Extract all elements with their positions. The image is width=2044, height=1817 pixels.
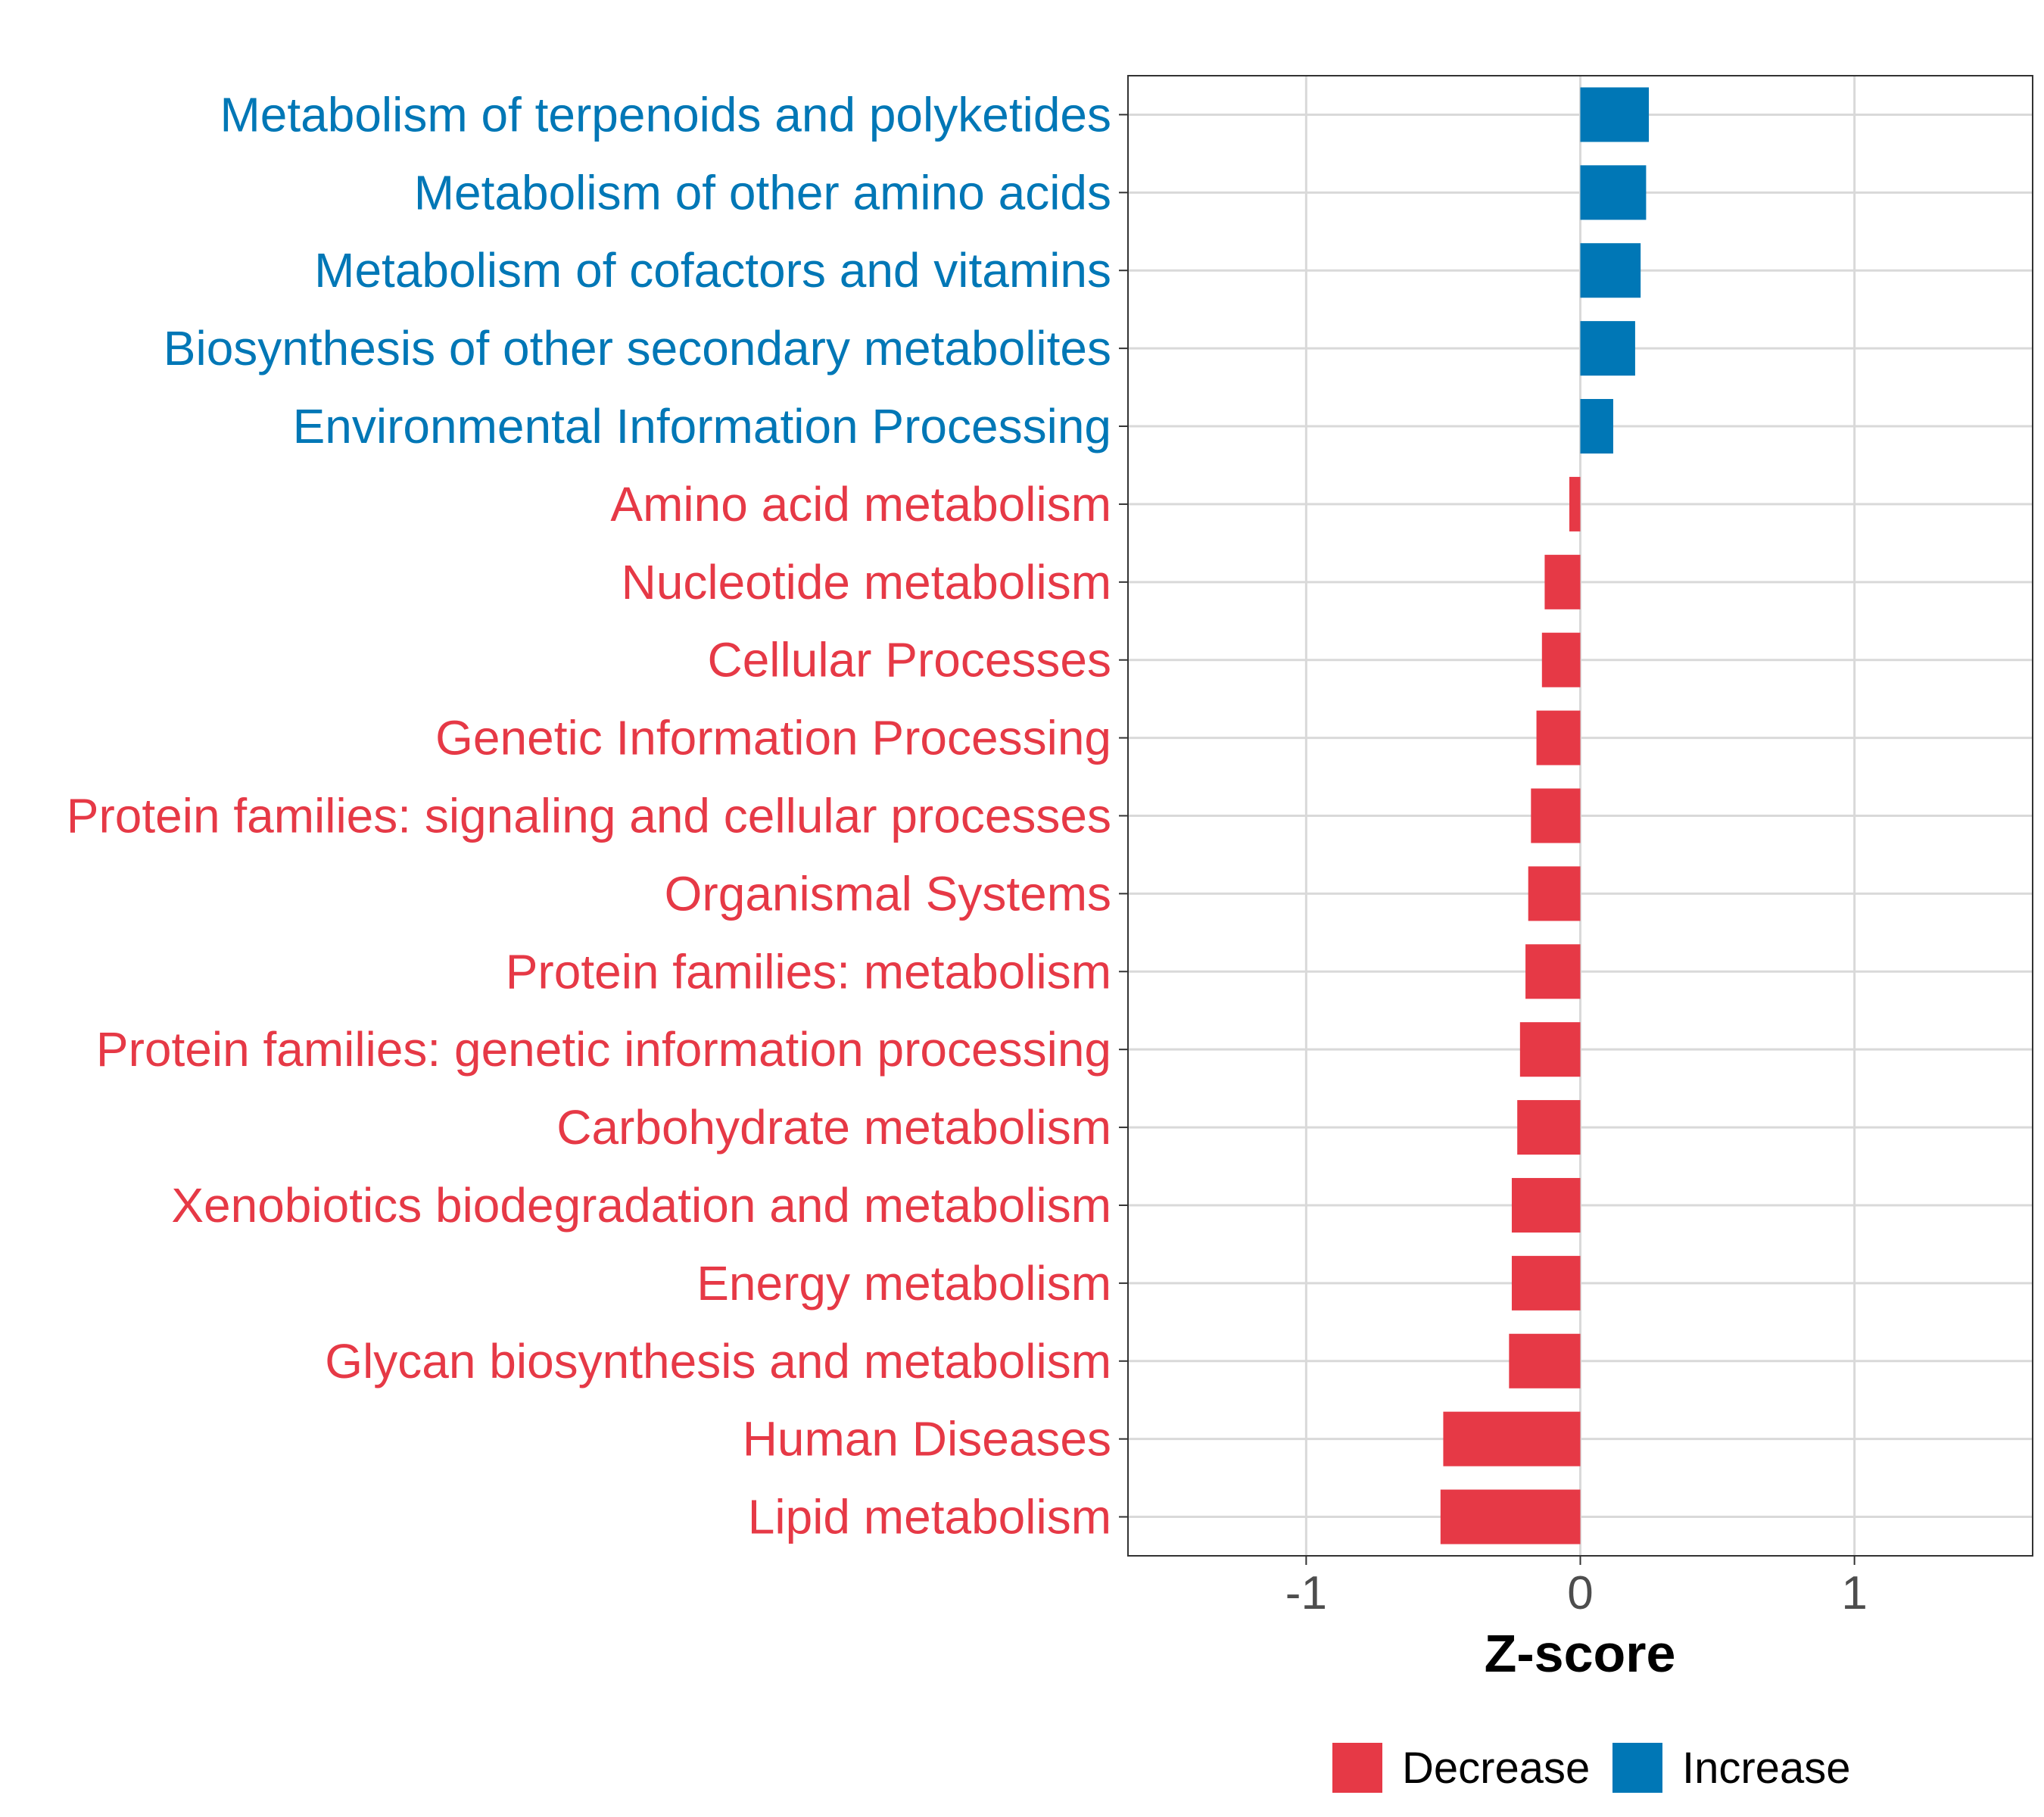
legend-swatch-decrease <box>1332 1743 1382 1793</box>
category-label: Organismal Systems <box>665 866 1111 921</box>
category-label: Amino acid metabolism <box>610 477 1111 531</box>
x-tick-label: 0 <box>1567 1567 1593 1619</box>
bar <box>1531 788 1581 843</box>
y-axis-ticks <box>1119 114 1128 1518</box>
bar <box>1509 1333 1581 1388</box>
category-label: Energy metabolism <box>696 1256 1111 1311</box>
bar <box>1519 1022 1581 1077</box>
bar <box>1569 476 1581 531</box>
bar <box>1511 1255 1581 1311</box>
category-label: Nucleotide metabolism <box>622 555 1111 609</box>
bar <box>1580 243 1641 298</box>
bar <box>1511 1177 1581 1233</box>
bar <box>1580 165 1647 220</box>
category-label: Metabolism of cofactors and vitamins <box>314 243 1111 298</box>
bar <box>1580 87 1650 142</box>
bars <box>1440 87 1650 1544</box>
bar <box>1525 944 1581 999</box>
category-label: Protein families: signaling and cellular… <box>67 789 1111 843</box>
category-label: Biosynthesis of other secondary metaboli… <box>164 321 1111 376</box>
legend: Decrease Increase <box>1332 1743 1850 1793</box>
category-label: Environmental Information Processing <box>293 399 1111 453</box>
category-label: Human Diseases <box>743 1412 1111 1466</box>
legend-swatch-increase <box>1612 1743 1662 1793</box>
bar <box>1541 632 1581 687</box>
legend-label-increase: Increase <box>1682 1744 1850 1793</box>
category-label: Cellular Processes <box>707 633 1111 687</box>
category-label: Glycan biosynthesis and metabolism <box>325 1334 1111 1388</box>
x-axis-title: Z-score <box>1485 1624 1676 1683</box>
category-label: Carbohydrate metabolism <box>556 1100 1111 1155</box>
category-label: Genetic Information Processing <box>435 711 1111 765</box>
bar <box>1580 399 1613 454</box>
bar <box>1440 1489 1581 1544</box>
x-tick-label: 1 <box>1841 1567 1867 1619</box>
bar <box>1443 1411 1581 1466</box>
x-tick-label: -1 <box>1285 1567 1327 1619</box>
category-label: Protein families: metabolism <box>506 944 1111 999</box>
bar <box>1580 321 1635 376</box>
x-axis-ticks: -1 0 1 <box>1285 1556 1868 1619</box>
category-label: Metabolism of other amino acids <box>414 165 1111 220</box>
category-label: Lipid metabolism <box>748 1490 1111 1544</box>
legend-label-decrease: Decrease <box>1402 1744 1590 1793</box>
category-label: Protein families: genetic information pr… <box>96 1022 1111 1077</box>
category-label: Xenobiotics biodegradation and metabolis… <box>171 1178 1111 1233</box>
bar <box>1528 866 1581 921</box>
bar <box>1544 554 1581 609</box>
y-axis-category-labels: Metabolism of terpenoids and polyketides… <box>67 87 1111 1544</box>
category-label: Metabolism of terpenoids and polyketides <box>220 87 1111 142</box>
bar <box>1517 1100 1581 1155</box>
bar <box>1536 710 1581 765</box>
